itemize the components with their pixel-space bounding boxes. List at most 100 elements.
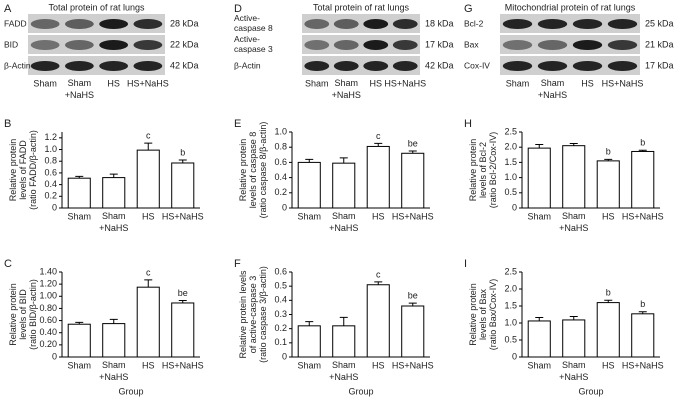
blot-band [607,40,638,50]
bar [366,284,390,358]
bar [631,313,655,358]
size-label: 18 kDa [425,18,454,28]
blot-band [392,19,418,29]
y-tick-label: 0.20 [39,339,57,349]
y-axis-label: Relative proteinlevels of FADD(ratio FAD… [8,130,38,210]
bar [102,177,126,209]
bar [297,161,321,209]
blot-title: Total protein of rat lungs [48,2,145,12]
bar [136,149,160,209]
y-tick-label: 0.80 [39,303,57,313]
y-tick-label: 0.2 [274,323,287,333]
y-tick-label: 0.5 [504,334,517,344]
blot-band [99,61,129,71]
bar [366,145,390,209]
error-bar [339,157,348,164]
blot-band [133,19,163,29]
bar [297,325,321,358]
y-tick-label: 0.5 [274,281,287,291]
annotation: c [376,269,381,279]
x-tick-label: Sham +NaHS [99,211,128,233]
y-tick-label: 0 [512,202,517,212]
y-tick-label: 0.6 [274,266,287,276]
x-tick-label: Sham [297,360,321,370]
blot-band [537,61,568,71]
error-bar [75,321,84,325]
panel-letter: G [464,3,473,15]
blot-band [30,19,60,29]
y-axis-label: Relative proteinlevels of BID(ratio BID/… [8,279,38,350]
blot-strip [500,14,640,33]
y-tick-label: 0 [52,351,57,361]
blot-band [133,40,163,50]
y-tick-label: 0.1 [274,337,287,347]
y-tick-label: 0.4 [44,179,57,189]
panel-letter: C [4,258,12,270]
lane-label: Sham [305,78,329,88]
panel-letter: E [234,118,241,130]
blot-band [363,40,389,50]
size-label: 22 kDa [170,39,199,49]
blot-band [537,19,568,29]
y-tick-label: 1.5 [504,300,517,310]
y-tick-label: 2.5 [504,126,517,136]
lane-label: Sham +NaHS [65,78,94,100]
y-tick-label: 1.2 [44,132,57,142]
bar [631,150,655,209]
x-tick-label: Sham +NaHS [559,360,588,382]
error-bar [408,150,417,154]
blot-strip [28,35,165,54]
row-label: FADD [4,18,27,28]
x-tick-label: HS [142,211,155,221]
y-axis-label: Relative proteinlevels of Bax(ratio Bax/… [468,279,498,351]
annotation: b [640,299,645,309]
y-tick-label: 1.0 [44,144,57,154]
panel-letter: F [234,258,241,270]
x-axis-label: Group [578,386,603,396]
x-axis-label: Group [118,386,143,396]
y-tick-label: 1.40 [39,266,57,276]
y-axis-label: Relative proteinlevels of caspase 8(rati… [238,122,268,219]
row-label: β-Actin [234,60,261,70]
panel-letter: B [4,118,11,130]
annotation: be [178,288,188,298]
row-label: Active-caspase 8 [234,13,273,33]
y-tick-label: 2.0 [504,142,517,152]
blot-band [64,19,94,29]
y-tick-label: 0.3 [274,309,287,319]
y-tick-label: 0.5 [504,187,517,197]
blot-title: Total protein of rat lungs [313,2,410,12]
blot-band [502,61,533,71]
error-bar [144,142,153,151]
y-tick-label: 0.6 [44,167,57,177]
panel-letter: A [4,3,12,15]
error-bar [604,158,613,161]
error-bar [178,300,187,303]
x-tick-label: Sham [67,360,91,370]
blot-band [502,19,533,29]
bar [596,302,620,358]
bar [332,325,356,358]
blot-band [333,40,359,50]
y-tick-label: 0 [512,351,517,361]
annotation: be [408,291,418,301]
y-tick-label: 0.6 [274,157,287,167]
y-tick-label: 0.2 [44,191,57,201]
y-tick-label: 2.5 [504,266,517,276]
error-bar [109,318,118,324]
bar [171,302,195,358]
size-label: 28 kDa [170,18,199,28]
annotation: b [606,288,611,298]
bar [171,162,195,209]
row-label: Bcl-2 [464,18,484,28]
blot-band [64,40,94,50]
blot-band [363,19,389,29]
x-tick-label: Sham +NaHS [329,360,358,382]
x-axis-label: Group [348,386,373,396]
y-tick-label: 0.40 [39,327,57,337]
panel-letter: D [234,3,242,15]
size-label: 42 kDa [425,60,454,70]
row-label: Bax [464,39,479,49]
